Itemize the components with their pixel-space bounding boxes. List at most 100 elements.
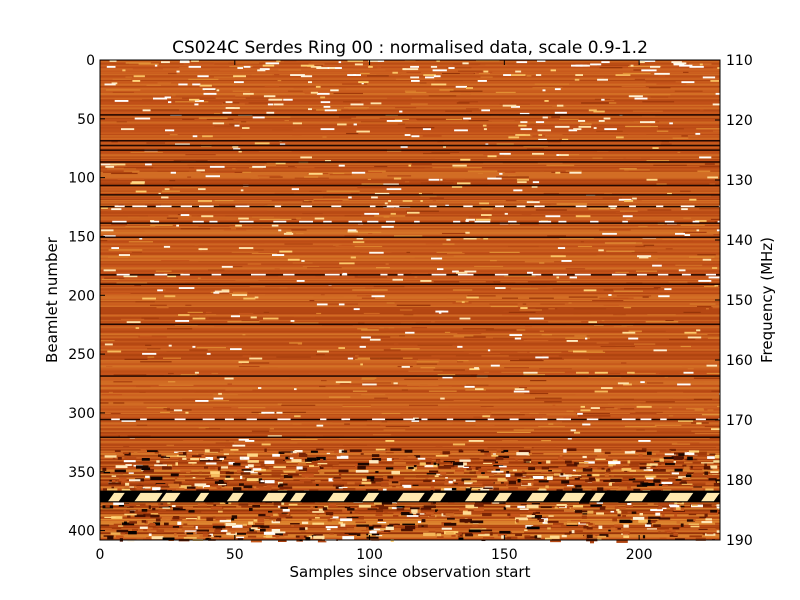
heatmap-band-cell bbox=[306, 469, 318, 472]
heatmap-band-cell bbox=[318, 508, 324, 511]
heatmap-cell bbox=[368, 232, 373, 235]
heatmap-band-cell bbox=[338, 469, 349, 473]
heatmap-speckle bbox=[356, 130, 370, 133]
heatmap-bright-dash bbox=[111, 418, 120, 421]
heatmap-cell bbox=[361, 183, 391, 185]
heatmap-band-cell bbox=[561, 480, 570, 484]
heatmap-speckle bbox=[639, 256, 649, 259]
heatmap-speckle bbox=[388, 200, 391, 202]
heatmap-band-cell bbox=[681, 483, 693, 485]
heatmap-cell bbox=[416, 118, 451, 120]
heatmap-cell bbox=[660, 143, 672, 145]
x-tick-label: 50 bbox=[226, 547, 244, 563]
heatmap-speckle bbox=[483, 237, 489, 240]
heatmap-bright-dash bbox=[421, 418, 428, 421]
heatmap-band-cell bbox=[523, 458, 532, 461]
heatmap-cell bbox=[566, 410, 574, 412]
heatmap-cell bbox=[613, 290, 643, 292]
heatmap-cell bbox=[535, 308, 558, 310]
heatmap-band-cell bbox=[596, 501, 603, 504]
heatmap-row bbox=[100, 132, 720, 135]
heatmap-speckle bbox=[198, 248, 208, 251]
heatmap-band-cell bbox=[150, 513, 159, 515]
heatmap-cell bbox=[599, 297, 634, 299]
heatmap-row bbox=[100, 103, 720, 106]
heatmap-band-cell bbox=[299, 461, 312, 464]
heatmap-cell bbox=[445, 110, 472, 112]
heatmap-band-cell bbox=[410, 507, 420, 510]
heatmap-band-cell bbox=[349, 449, 362, 452]
heatmap-speckle bbox=[243, 297, 256, 300]
heatmap-band-cell bbox=[148, 533, 152, 537]
heatmap-band-cell bbox=[328, 505, 338, 508]
heatmap-band-cell bbox=[627, 503, 632, 506]
heatmap-cell bbox=[499, 103, 530, 105]
heatmap-cell bbox=[208, 317, 232, 319]
heatmap-band-cell bbox=[141, 467, 151, 471]
heatmap-speckle bbox=[465, 218, 475, 221]
heatmap-speckle bbox=[465, 420, 476, 422]
heatmap-speckle bbox=[276, 411, 283, 414]
heatmap-band-cell bbox=[675, 506, 681, 510]
heatmap-speckle bbox=[504, 212, 508, 215]
heatmap-speckle bbox=[191, 60, 199, 62]
heatmap-row bbox=[100, 220, 720, 222]
heatmap-cell bbox=[538, 288, 553, 290]
heatmap-cell bbox=[266, 162, 278, 164]
heatmap-band-cell bbox=[247, 535, 257, 538]
heatmap-band-cell bbox=[134, 510, 147, 514]
heatmap-band-cell bbox=[481, 472, 485, 474]
heatmap-speckle bbox=[205, 175, 220, 178]
heatmap-cell bbox=[339, 383, 372, 385]
heatmap-band-cell bbox=[336, 455, 349, 459]
heatmap-band-cell bbox=[392, 486, 396, 488]
heatmap-band-cell bbox=[444, 482, 453, 485]
heatmap-speckle bbox=[290, 74, 305, 76]
heatmap-row bbox=[100, 88, 720, 90]
heatmap-row bbox=[100, 341, 720, 343]
heatmap-cell bbox=[496, 431, 531, 433]
heatmap-cell bbox=[383, 349, 401, 351]
heatmap-band-cell bbox=[317, 462, 330, 465]
heatmap-band-cell bbox=[582, 455, 587, 459]
heatmap-speckle bbox=[230, 315, 240, 318]
heatmap-row bbox=[100, 410, 720, 413]
heatmap-cell bbox=[662, 238, 688, 240]
heatmap-band-cell bbox=[584, 534, 588, 537]
heatmap-speckle bbox=[292, 122, 302, 125]
heatmap-band-cell bbox=[436, 473, 443, 476]
heatmap-row bbox=[100, 403, 720, 406]
heatmap-cell bbox=[635, 331, 642, 333]
heatmap-speckle bbox=[712, 267, 718, 269]
heatmap-row bbox=[100, 303, 720, 306]
heatmap-band-cell bbox=[693, 473, 703, 477]
heatmap-row bbox=[100, 374, 720, 376]
heatmap-band-cell bbox=[356, 533, 361, 536]
heatmap-cell bbox=[656, 183, 667, 185]
heatmap-band-cell bbox=[610, 468, 614, 471]
heatmap-row bbox=[100, 204, 720, 207]
heatmap-cell bbox=[166, 444, 174, 446]
heatmap-speckle bbox=[554, 88, 561, 91]
heatmap-band-cell bbox=[493, 465, 504, 467]
heatmap-speckle bbox=[132, 80, 141, 82]
heatmap-speckle bbox=[221, 265, 233, 268]
heatmap-band-cell bbox=[180, 470, 192, 473]
heatmap-cell bbox=[495, 91, 516, 93]
heatmap-cell bbox=[408, 370, 443, 372]
heatmap-speckle bbox=[601, 98, 605, 101]
heatmap-cell bbox=[315, 354, 325, 356]
heatmap-row bbox=[100, 117, 720, 120]
heatmap-cell bbox=[631, 372, 656, 375]
heatmap-cell bbox=[196, 390, 209, 392]
heatmap-row bbox=[100, 110, 720, 113]
heatmap-band-cell bbox=[608, 459, 611, 462]
heatmap-speckle bbox=[294, 388, 297, 391]
heatmap-bright-dash bbox=[348, 220, 363, 223]
heatmap-cell bbox=[250, 177, 259, 179]
heatmap-band-cell bbox=[683, 466, 690, 470]
heatmap-band-cell bbox=[522, 472, 527, 475]
heatmap-saturated-stripe bbox=[362, 492, 380, 502]
heatmap-band-cell bbox=[586, 527, 593, 530]
heatmap-cell bbox=[333, 244, 339, 246]
